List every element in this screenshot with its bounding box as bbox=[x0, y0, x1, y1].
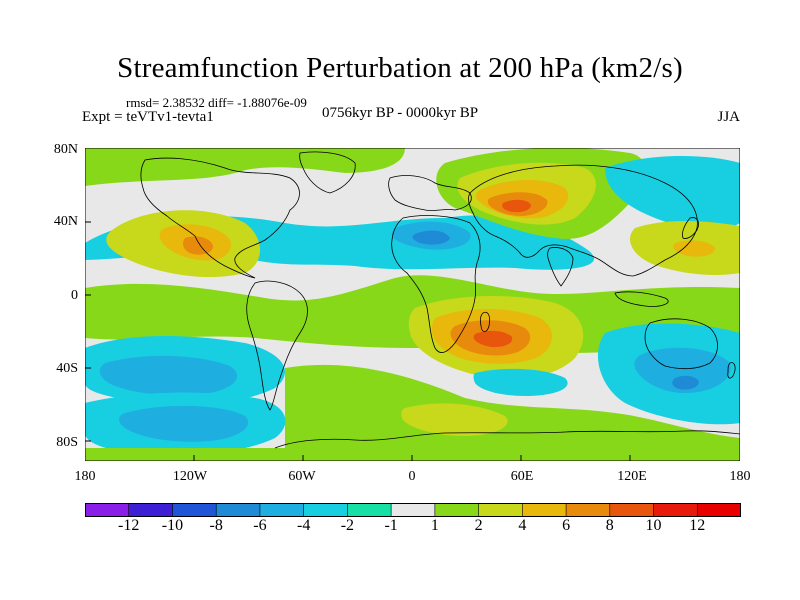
lon-label-180w: 180 bbox=[74, 469, 96, 484]
coast-madagascar bbox=[480, 311, 491, 333]
experiment-label: Expt = teVTv1-tevta1 bbox=[82, 109, 214, 125]
coast-africa bbox=[391, 215, 481, 353]
colorbar bbox=[85, 503, 741, 517]
negative-region-east-asia bbox=[605, 156, 740, 231]
colorbar-swatch bbox=[347, 503, 392, 517]
negative-core-drake-passage bbox=[119, 405, 249, 442]
positive-core-east-asia bbox=[673, 240, 715, 257]
positive-core-southern-ocean bbox=[401, 403, 508, 436]
lon-label-120w: 120W bbox=[172, 469, 208, 484]
positive-core-central-asia bbox=[502, 199, 531, 213]
colorbar-swatch bbox=[434, 503, 480, 517]
lon-label-0: 0 bbox=[408, 469, 416, 484]
negative-region-south-atlantic bbox=[473, 368, 568, 396]
colorbar-swatch bbox=[609, 503, 655, 517]
colorbar-label: -12 bbox=[118, 517, 140, 534]
coast-antarctica bbox=[274, 430, 740, 449]
colorbar-label: -10 bbox=[161, 517, 184, 534]
colorbar-swatch bbox=[259, 503, 305, 517]
coast-australia bbox=[644, 318, 718, 370]
colorbar-label: -1 bbox=[384, 517, 398, 534]
colorbar-swatch bbox=[128, 503, 174, 517]
coast-japan bbox=[682, 217, 699, 239]
field-layer bbox=[85, 148, 740, 461]
positive-core-southern-africa bbox=[473, 330, 513, 348]
colorbar-label: -4 bbox=[296, 517, 311, 534]
lat-label-40s: 40S bbox=[56, 361, 78, 376]
colorbar-swatch bbox=[522, 503, 567, 517]
coast-europe bbox=[388, 175, 472, 211]
positive-core2-north-america bbox=[182, 236, 213, 255]
coast-south-america bbox=[246, 280, 308, 411]
coast-asia bbox=[468, 164, 698, 277]
lon-label-180e: 180 bbox=[729, 469, 751, 484]
colorbar-swatch bbox=[303, 503, 349, 517]
colorbar-label: -6 bbox=[253, 517, 267, 534]
colorbar-frame bbox=[85, 503, 741, 517]
map-title: Streamfunction Perturbation at 200 hPa (… bbox=[117, 52, 683, 84]
colorbar-swatch bbox=[85, 503, 130, 517]
lat-label-80s: 80S bbox=[56, 435, 78, 450]
lat-label-40n: 40N bbox=[53, 214, 78, 229]
coast-greenland bbox=[299, 151, 356, 194]
negative-core2-australia bbox=[672, 375, 699, 390]
axis-ticks bbox=[85, 148, 631, 461]
period-label: 0756kyr BP - 0000kyr BP bbox=[322, 105, 479, 121]
lon-label-60e: 60E bbox=[510, 469, 534, 484]
positive-region-far-south-pacific bbox=[85, 448, 285, 461]
colorbar-swatch bbox=[696, 503, 741, 517]
colorbar-swatch bbox=[653, 503, 699, 517]
positive-region-north-pacific bbox=[85, 148, 405, 186]
colorbar-label: 2 bbox=[474, 517, 483, 534]
lat-label-80n: 80N bbox=[53, 142, 78, 157]
season-label: JJA bbox=[717, 109, 740, 125]
positive-band-southern-ocean bbox=[285, 364, 740, 461]
colorbar-swatch bbox=[215, 503, 261, 517]
negative-core-australia bbox=[634, 347, 731, 393]
coast-new-zealand bbox=[727, 362, 736, 379]
colorbar-swatch bbox=[390, 503, 436, 517]
negative-core-south-pacific-west bbox=[99, 355, 238, 396]
contour-map bbox=[85, 148, 740, 461]
lat-label-eq: 0 bbox=[71, 288, 78, 303]
colorbar-swatch bbox=[565, 503, 611, 517]
coastlines bbox=[140, 151, 740, 449]
colorbar-swatch bbox=[478, 503, 524, 517]
colorbar-label: -8 bbox=[209, 517, 223, 534]
colorbar-label: -2 bbox=[340, 517, 355, 534]
colorbar-label: 4 bbox=[518, 517, 527, 534]
coast-india bbox=[547, 247, 574, 287]
colorbar-label: 8 bbox=[605, 517, 614, 534]
stats-text: rmsd= 2.38532 diff= -1.88076e-09 bbox=[126, 95, 307, 110]
colorbar-swatch bbox=[172, 503, 218, 517]
coast-indonesia bbox=[614, 291, 669, 307]
colorbar-label: 10 bbox=[645, 517, 662, 534]
colorbar-label: 1 bbox=[430, 517, 439, 534]
coast-north-america bbox=[140, 157, 300, 279]
negative-core2-north-africa bbox=[412, 230, 450, 245]
colorbar-label: 12 bbox=[689, 517, 706, 534]
colorbar-label: 6 bbox=[562, 517, 571, 534]
lon-label-60w: 60W bbox=[288, 469, 316, 484]
lon-label-120e: 120E bbox=[617, 469, 647, 484]
